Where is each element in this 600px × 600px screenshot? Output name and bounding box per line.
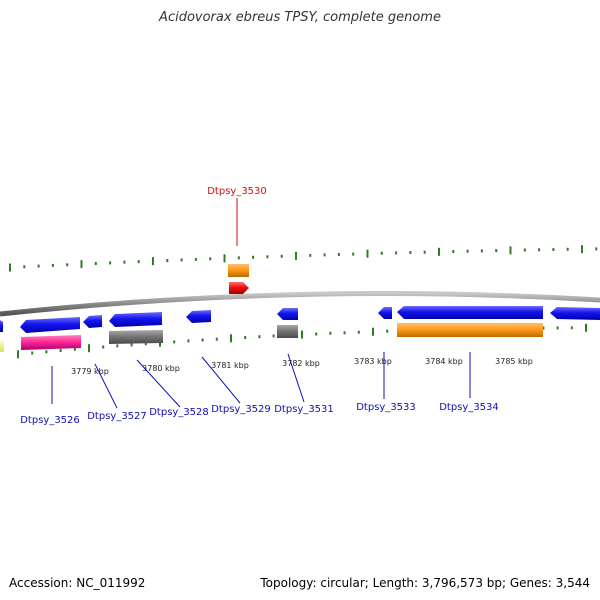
outer-tick-ring xyxy=(9,245,598,272)
scale-label: 3783 kbp xyxy=(354,357,392,366)
gene-dtpsy-3533-arrow[interactable] xyxy=(378,307,392,319)
gene-leader-line xyxy=(136,359,181,408)
gene-label[interactable]: Dtpsy_3533 xyxy=(356,402,416,413)
gene-label[interactable]: Dtpsy_3529 xyxy=(211,404,271,415)
gene-leader-line xyxy=(201,356,241,404)
gene-dtpsy-3526-arrow[interactable] xyxy=(20,317,80,333)
scale-label: 3785 kbp xyxy=(495,357,533,366)
gene-dtpsy-3531-arrow[interactable] xyxy=(277,308,298,320)
gene-arrow-right-edge[interactable] xyxy=(550,307,600,320)
accession-text: Accession: NC_011992 xyxy=(9,576,146,590)
scale-label: 3780 kbp xyxy=(142,364,180,373)
gene-dtpsy-3530-arrow[interactable] xyxy=(229,282,249,294)
orange-feature-3534[interactable] xyxy=(397,323,543,337)
gene-arrow-edge[interactable] xyxy=(0,320,3,332)
gene-dtpsy-3528-arrow[interactable] xyxy=(109,312,162,327)
gene-label[interactable]: Dtpsy_3526 xyxy=(20,415,80,426)
gene-dtpsy-3529-arrow[interactable] xyxy=(186,310,211,323)
genome-backbone xyxy=(0,291,600,317)
gene-leader-line xyxy=(94,363,118,409)
scale-label: 3782 kbp xyxy=(282,359,320,368)
gene-dtpsy-3534-arrow[interactable] xyxy=(397,306,543,319)
gray-feature-3528[interactable] xyxy=(109,330,163,344)
gene-dtpsy-3527-arrow[interactable] xyxy=(83,315,102,328)
scale-label: 3781 kbp xyxy=(211,361,249,370)
pink-feature[interactable] xyxy=(21,335,81,350)
scale-label: 3784 kbp xyxy=(425,357,463,366)
label-dtpsy-3530[interactable]: Dtpsy_3530 xyxy=(207,186,267,197)
gray-feature-3531[interactable] xyxy=(277,325,298,338)
gene-labels: Dtpsy_3526 Dtpsy_3527 Dtpsy_3528 Dtpsy_3529… xyxy=(20,352,499,426)
scale-labels: 3779 kbp 3780 kbp 3781 kbp 3782 kbp 3783 kbp… xyxy=(71,357,533,376)
gene-label[interactable]: Dtpsy_3531 xyxy=(274,404,334,415)
gene-label[interactable]: Dtpsy_3527 xyxy=(87,411,147,422)
orange-feature-top[interactable] xyxy=(228,264,249,277)
gene-leader-line xyxy=(287,353,305,403)
scale-label: 3779 kbp xyxy=(71,367,109,376)
genome-summary-text: Topology: circular; Length: 3,796,573 bp… xyxy=(260,576,590,590)
map-title: Acidovorax ebreus TPSY, complete genome xyxy=(159,10,441,25)
gene-label[interactable]: Dtpsy_3534 xyxy=(439,402,499,413)
gene-label[interactable]: Dtpsy_3528 xyxy=(149,407,209,418)
yellow-feature[interactable] xyxy=(0,340,4,352)
